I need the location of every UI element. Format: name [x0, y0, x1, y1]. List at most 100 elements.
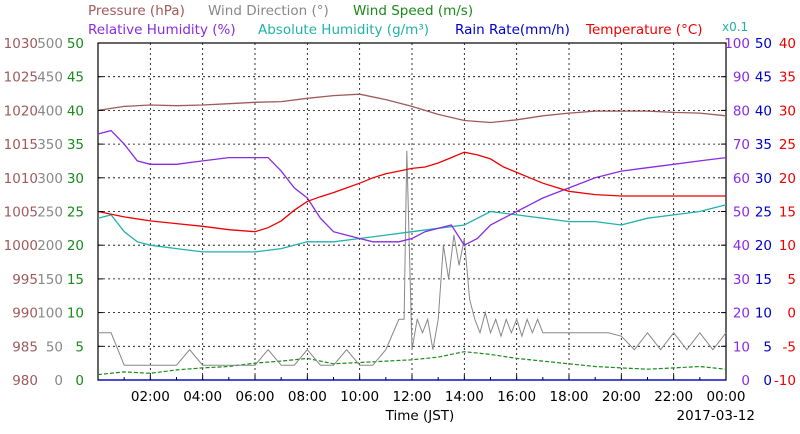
pressure-tick-label: 1010	[4, 171, 38, 187]
relative-humidity-tick-label: 100	[724, 36, 750, 52]
wind-direction-tick-label: 200	[37, 238, 63, 254]
rain-rate-tick-label: 15	[755, 272, 772, 288]
wind-direction-tick-label: 100	[37, 306, 63, 322]
wind-direction-tick-label: 400	[37, 103, 63, 119]
legend-wind-direction: Wind Direction (°)	[208, 3, 329, 19]
series-relative-humidity	[97, 129, 727, 247]
wind-speed-tick-label: 15	[67, 272, 84, 288]
legend-row-1: Pressure (hPa) Wind Direction (°) Wind S…	[88, 3, 473, 19]
temperature-tick-label: 40	[779, 36, 796, 52]
relative-humidity-tick-label: 40	[733, 238, 750, 254]
rain-rate-tick-label: 35	[755, 137, 772, 153]
temperature-tick-label: -5	[783, 339, 796, 355]
x-tick-label: 00:00	[707, 389, 746, 405]
legend-relative-humidity: Relative Humidity (%)	[88, 22, 236, 38]
wind-speed-tick-label: 0	[75, 373, 84, 389]
grid	[98, 43, 726, 380]
wind-speed-tick-label: 5	[75, 339, 84, 355]
legend-scale-note: x0.1	[722, 20, 748, 34]
legend-absolute-humidity: Absolute Humidity (g/m³)	[258, 22, 429, 38]
x-tick-label: 08:00	[288, 389, 327, 405]
wind-direction-tick-label: 500	[37, 36, 63, 52]
legend-temperature: Temperature (°C)	[585, 22, 703, 38]
right-axes: 0102030405060708090100051015202530354045…	[721, 36, 796, 389]
series-pressure-hpa	[97, 93, 727, 124]
wind-speed-tick-label: 25	[67, 205, 84, 221]
series-absolute-humidity-g-m	[97, 204, 727, 253]
temperature-tick-label: 25	[779, 137, 796, 153]
wind-speed-tick-label: 20	[67, 238, 84, 254]
rain-rate-tick-label: 10	[755, 306, 772, 322]
pressure-tick-label: 995	[12, 272, 38, 288]
legend-row-2: Relative Humidity (%) Absolute Humidity …	[88, 20, 748, 38]
pressure-tick-label: 990	[12, 306, 38, 322]
x-tick-label: 20:00	[602, 389, 641, 405]
wind-direction-tick-label: 50	[46, 339, 63, 355]
temperature-tick-label: 0	[787, 306, 796, 322]
rain-rate-tick-label: 0	[763, 373, 772, 389]
x-tick-label: 06:00	[236, 389, 275, 405]
x-axis: 02:00 04:00 06:00 08:00 10:00 12:00 14:00 16:00…	[123, 375, 746, 405]
pressure-tick-label: 985	[12, 339, 38, 355]
rain-rate-tick-label: 30	[755, 171, 772, 187]
relative-humidity-tick-label: 10	[733, 339, 750, 355]
wind-speed-tick-label: 30	[67, 171, 84, 187]
x-tick-label: 04:00	[183, 389, 222, 405]
temperature-tick-label: 5	[787, 272, 796, 288]
rain-rate-tick-label: 40	[755, 103, 772, 119]
pressure-tick-label: 1025	[4, 70, 38, 86]
wind-speed-tick-label: 35	[67, 137, 84, 153]
rain-rate-tick-label: 45	[755, 70, 772, 86]
relative-humidity-tick-label: 0	[741, 373, 750, 389]
relative-humidity-tick-label: 20	[733, 306, 750, 322]
legend-rain-rate: Rain Rate(mm/h)	[455, 22, 570, 38]
rain-rate-tick-label: 25	[755, 205, 772, 221]
wind-speed-tick-label: 50	[67, 36, 84, 52]
rain-rate-tick-label: 5	[763, 339, 772, 355]
wind-direction-tick-label: 250	[37, 205, 63, 221]
wind-direction-tick-label: 450	[37, 70, 63, 86]
series-temperature-c	[97, 151, 726, 233]
x-axis-label: Time (JST)	[385, 408, 455, 424]
x-tick-label: 10:00	[340, 389, 379, 405]
series-wind-direction	[98, 150, 727, 366]
pressure-tick-label: 1015	[4, 137, 38, 153]
x-tick-label: 02:00	[131, 389, 170, 405]
legend-wind-speed: Wind Speed (m/s)	[353, 3, 473, 19]
series-layer	[97, 93, 727, 381]
left-axes: 9809859909951000100510101015102010251030…	[4, 36, 103, 389]
date-label: 2017-03-12	[677, 408, 755, 424]
temperature-tick-label: -10	[774, 373, 796, 389]
series-wind-speed-m-s	[97, 351, 727, 376]
pressure-tick-label: 1020	[4, 103, 38, 119]
relative-humidity-tick-label: 50	[733, 205, 750, 221]
wind-direction-tick-label: 300	[37, 171, 63, 187]
pressure-tick-label: 1000	[4, 238, 38, 254]
relative-humidity-tick-label: 60	[733, 171, 750, 187]
pressure-tick-label: 980	[12, 373, 38, 389]
wind-direction-tick-label: 150	[37, 272, 63, 288]
wind-direction-tick-label: 350	[37, 137, 63, 153]
x-tick-label: 22:00	[654, 389, 693, 405]
x-tick-label: 12:00	[393, 389, 432, 405]
temperature-tick-label: 35	[779, 70, 796, 86]
relative-humidity-tick-label: 70	[733, 137, 750, 153]
temperature-tick-label: 30	[779, 103, 796, 119]
rain-rate-tick-label: 50	[755, 36, 772, 52]
temperature-tick-label: 10	[779, 238, 796, 254]
temperature-tick-label: 20	[779, 171, 796, 187]
x-tick-label: 16:00	[497, 389, 536, 405]
wind-speed-tick-label: 45	[67, 70, 84, 86]
pressure-tick-label: 1005	[4, 205, 38, 221]
legend-pressure: Pressure (hPa)	[88, 3, 185, 19]
x-tick-label: 14:00	[445, 389, 484, 405]
x-tick-label: 18:00	[550, 389, 589, 405]
relative-humidity-tick-label: 30	[733, 272, 750, 288]
pressure-tick-label: 1030	[4, 36, 38, 52]
rain-rate-tick-label: 20	[755, 238, 772, 254]
temperature-tick-label: 15	[779, 205, 796, 221]
wind-direction-tick-label: 0	[54, 373, 63, 389]
wind-speed-tick-label: 10	[67, 306, 84, 322]
